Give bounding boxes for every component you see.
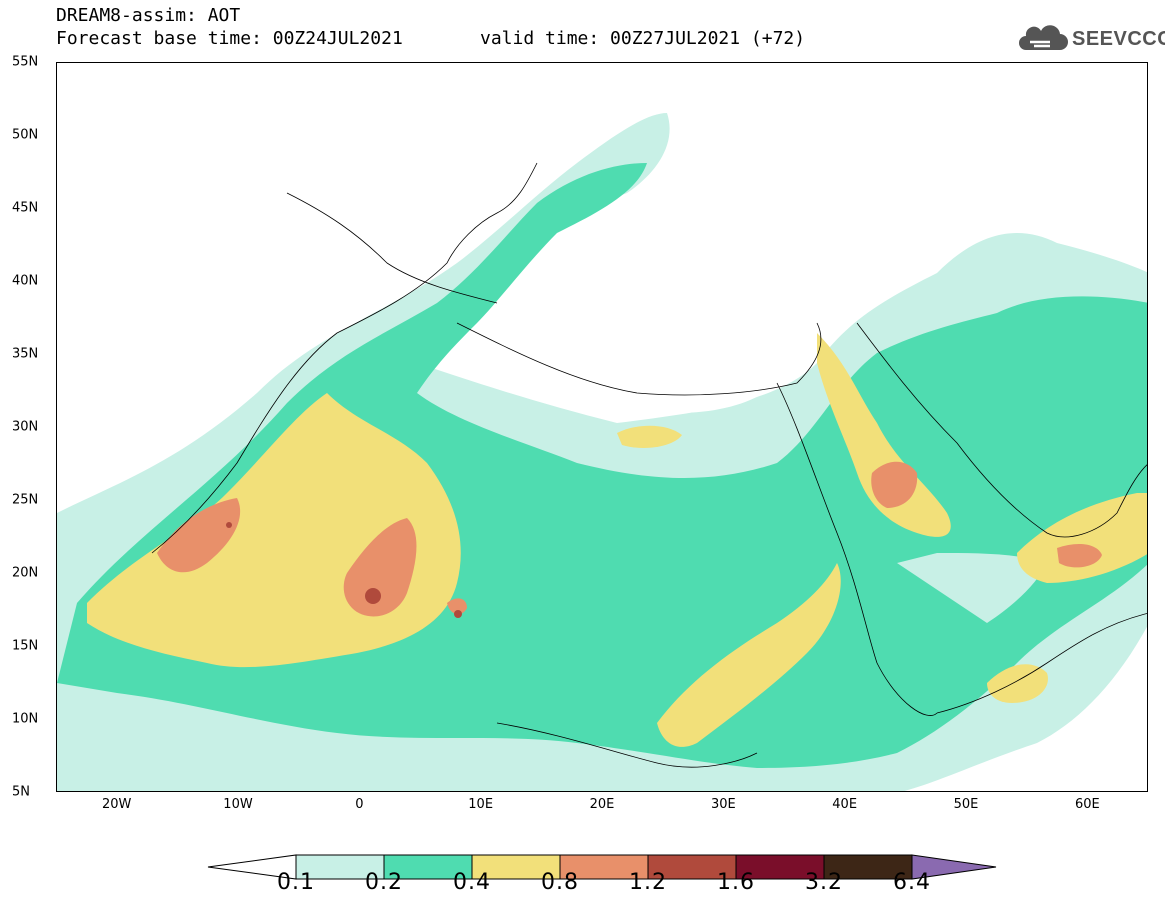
lon-tick-label: 30E	[710, 797, 736, 812]
lat-tick-label: 10N	[12, 711, 39, 727]
aot-contour-0.8-mauritania	[157, 498, 241, 573]
colorbar-box	[823, 854, 913, 880]
colorbar-label: 6.4	[893, 870, 931, 895]
lat-tick-label: 15N	[12, 638, 39, 654]
cloud-icon	[1019, 25, 1068, 50]
aot-map	[57, 113, 1147, 791]
logo-text: SEEVCCC	[1072, 27, 1165, 50]
lat-tick-label: 55N	[12, 54, 39, 70]
colorbar-label: 1.2	[629, 870, 667, 895]
lat-tick-label: 40N	[12, 273, 39, 289]
aot-contour-1.2-mali	[365, 588, 381, 604]
colorbar-box	[735, 854, 825, 880]
colorbar-box	[295, 854, 385, 880]
colorbar-label: 0.4	[453, 870, 491, 895]
colorbar-label: 0.8	[541, 870, 579, 895]
lat-tick-label: 25N	[12, 492, 39, 508]
colorbar-box	[471, 854, 561, 880]
title-product: DREAM8-assim: AOT	[56, 5, 241, 26]
aot-clear-med	[487, 333, 797, 413]
aot-contour-0.8-mali	[343, 518, 417, 617]
lon-tick-label: 10E	[468, 797, 494, 812]
colorbar-label: 1.6	[717, 870, 755, 895]
aot-contour-0.4-libya	[617, 425, 682, 448]
aot-contour-0.4-arabia	[817, 333, 951, 537]
colorbar-label: 3.2	[805, 870, 843, 895]
lon-tick-label: 40E	[832, 797, 858, 812]
lat-tick-label: 35N	[12, 346, 39, 362]
lon-tick-label: 20W	[101, 797, 132, 812]
lon-tick-label: 20E	[589, 797, 615, 812]
title-valid-time: valid time: 00Z27JUL2021 (+72)	[480, 28, 806, 49]
aot-contour-0.4-arabsea	[987, 664, 1048, 703]
lat-tick-label: 20N	[12, 565, 39, 581]
lat-tick-label: 45N	[12, 200, 39, 216]
aot-contour-0.4-sudan	[657, 563, 841, 747]
aot-contour-0.8-saudi	[871, 461, 918, 508]
lon-tick-label: 60E	[1074, 797, 1100, 812]
aot-contour-1.2-mauritania	[226, 522, 232, 528]
colorbar-box	[647, 854, 737, 880]
lon-tick-label: 10W	[223, 797, 253, 812]
lon-tick-label: 50E	[953, 797, 979, 812]
map-title: DREAM8-assim: AOT Forecast base time: 00…	[56, 4, 403, 50]
colorbar-box	[559, 854, 649, 880]
aot-contour-0.8-oman	[1057, 543, 1102, 568]
colorbar-label: 0.2	[365, 870, 403, 895]
seevccc-logo: SEEVCCC	[1016, 22, 1165, 56]
colorbar-over-triangle	[911, 854, 997, 880]
map-panel	[56, 62, 1148, 792]
coastlines	[151, 162, 1147, 768]
aot-clear-arabia	[897, 553, 1047, 623]
lat-tick-label: 5N	[12, 784, 30, 800]
aot-contour-0.8-niger	[447, 598, 467, 615]
lon-tick-label: 0	[355, 797, 364, 812]
colorbar-label: 0.1	[277, 870, 315, 895]
aot-contour-1.2-niger	[454, 610, 462, 618]
lat-tick-label: 30N	[12, 419, 39, 435]
lat-tick-label: 50N	[12, 127, 39, 143]
colorbar	[207, 854, 997, 880]
title-base-time: Forecast base time: 00Z24JUL2021	[56, 28, 403, 49]
colorbar-box	[383, 854, 473, 880]
